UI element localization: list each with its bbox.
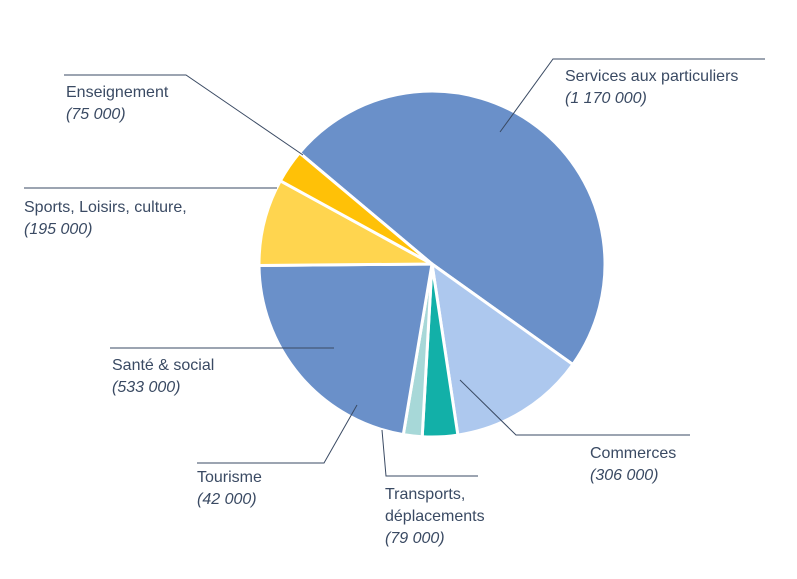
label-commerces: Commerces: [590, 445, 676, 462]
leader-line-commerces: [459, 379, 690, 436]
label-sports: Sports, Loisirs, culture,: [24, 199, 187, 216]
label-transports: Transports,: [385, 486, 465, 503]
pie-slice-0: [297, 89, 607, 366]
value-enseignement: (75 000): [66, 106, 126, 123]
value-sports: (195 000): [24, 221, 93, 238]
label-enseignement: Enseignement: [66, 84, 169, 101]
leader-line-enseignement: [64, 74, 304, 156]
leader-line-tourisme: [197, 404, 358, 464]
value-commerces: (306 000): [590, 467, 659, 484]
value-transports: (79 000): [385, 530, 445, 547]
leader-line-transports: [381, 429, 478, 477]
label-sante: Santé & social: [112, 357, 214, 374]
value-sante: (533 000): [112, 379, 181, 396]
pie-slice-1: [430, 262, 575, 437]
label-transports-line2: déplacements: [385, 508, 485, 525]
label-services: Services aux particuliers: [565, 68, 738, 85]
value-tourisme: (42 000): [197, 491, 257, 508]
leader-line-services: [499, 58, 765, 133]
pie-slice-4: [257, 262, 434, 437]
label-tourisme: Tourisme: [197, 469, 262, 486]
value-services: (1 170 000): [565, 90, 647, 107]
pie-slice-5: [257, 179, 434, 268]
